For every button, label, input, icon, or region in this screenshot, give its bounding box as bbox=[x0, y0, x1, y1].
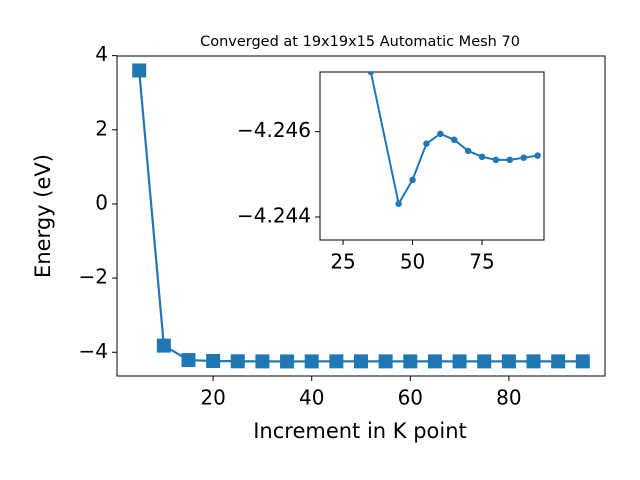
data-point bbox=[520, 154, 527, 161]
x-tick-label: 60 bbox=[398, 386, 423, 410]
data-point bbox=[492, 156, 500, 164]
x-tick-label: 25 bbox=[330, 250, 355, 274]
y-axis-label: Energy (eV) bbox=[31, 154, 55, 278]
y-tick-label: −4.246 bbox=[237, 118, 311, 142]
data-point bbox=[378, 354, 393, 369]
data-point bbox=[526, 354, 541, 369]
data-point bbox=[255, 354, 270, 369]
data-point bbox=[423, 140, 430, 147]
x-tick-label: 50 bbox=[400, 250, 425, 274]
x-tick-label: 20 bbox=[200, 386, 225, 410]
data-point bbox=[395, 200, 402, 208]
data-point bbox=[230, 354, 245, 369]
data-point bbox=[450, 136, 458, 144]
series-group bbox=[367, 72, 541, 208]
data-point bbox=[464, 147, 472, 155]
x-tick-label: 40 bbox=[299, 386, 324, 410]
data-point bbox=[551, 354, 566, 369]
data-point bbox=[354, 354, 368, 369]
y-tick-label: −4 bbox=[79, 339, 108, 363]
data-point bbox=[427, 354, 442, 369]
data-point bbox=[501, 354, 516, 369]
data-point bbox=[403, 354, 418, 369]
data-point bbox=[478, 153, 486, 161]
data-point bbox=[534, 152, 541, 159]
plot-area bbox=[319, 71, 545, 241]
series-group bbox=[132, 63, 590, 369]
data-point bbox=[156, 338, 171, 353]
y-tick-label: 0 bbox=[95, 190, 108, 214]
data-point bbox=[206, 353, 221, 368]
data-point bbox=[367, 72, 375, 76]
y-tick-label: −2 bbox=[79, 265, 108, 289]
x-tick-label: 80 bbox=[496, 386, 521, 410]
data-point bbox=[452, 354, 467, 369]
x-tick-label: 75 bbox=[469, 250, 494, 274]
data-point bbox=[409, 176, 416, 184]
data-point bbox=[329, 354, 344, 369]
x-axis-label: Increment in K point bbox=[253, 419, 467, 443]
data-point bbox=[304, 354, 319, 369]
y-tick-label: 2 bbox=[95, 116, 108, 140]
data-point bbox=[280, 354, 295, 369]
data-point bbox=[132, 63, 147, 78]
y-tick-label: −4.244 bbox=[237, 203, 311, 227]
data-point bbox=[575, 354, 590, 369]
data-point bbox=[437, 130, 444, 138]
chart-title: Converged at 19x19x15 Automatic Mesh 70 bbox=[200, 34, 520, 50]
y-tick-label: 4 bbox=[95, 42, 108, 66]
data-point bbox=[477, 354, 492, 369]
data-point bbox=[506, 156, 514, 164]
data-point bbox=[181, 353, 196, 368]
